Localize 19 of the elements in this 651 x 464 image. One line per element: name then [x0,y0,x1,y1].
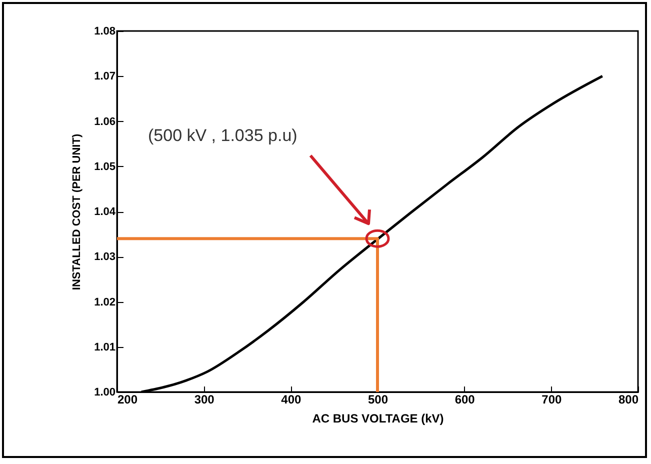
y-tick-label: 1.02 [94,296,116,308]
x-tick-label: 600 [454,392,476,406]
y-tick-label: 1.00 [94,386,116,398]
y-tick-label: 1.03 [94,251,116,264]
x-axis-title: AC BUS VOLTAGE (kV) [312,412,444,426]
x-tick-label: 200 [118,392,138,406]
x-tick-label: 800 [618,392,639,406]
x-tick-label: 400 [281,392,302,406]
y-tick-label: 1.08 [94,26,116,38]
annotation: (500 kV , 1.035 p.u) [148,126,298,145]
x-tick-label: 500 [368,392,388,406]
x-tick-label: 300 [194,392,215,406]
y-tick-label: 1.07 [94,70,116,83]
y-axis-title: INSTALLED COST (PER UNIT) [71,134,84,290]
y-tick-label: 1.06 [94,116,116,128]
y-tick-label: 1.01 [94,341,116,354]
y-tick-label: 1.04 [94,206,116,218]
x-tick-label: 700 [542,392,562,406]
y-tick-label: 1.05 [94,160,116,173]
